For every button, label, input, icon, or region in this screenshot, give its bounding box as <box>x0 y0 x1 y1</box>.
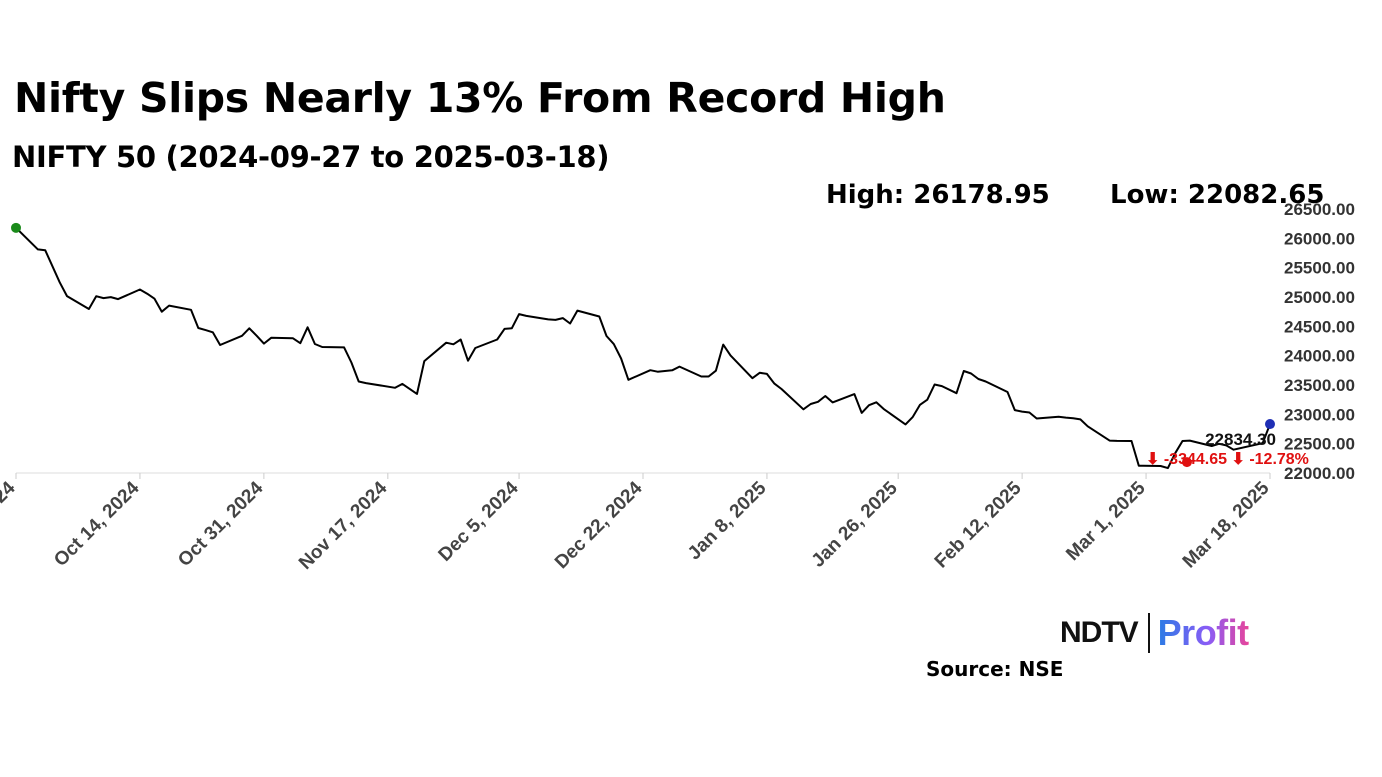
chart-subtitle: NIFTY 50 (2024-09-27 to 2025-03-18) <box>12 140 610 174</box>
last-marker <box>1265 419 1275 430</box>
y-tick-label: 22500.00 <box>1284 435 1355 454</box>
chart-title: Nifty Slips Nearly 13% From Record High <box>14 74 946 122</box>
x-tick-label: Nov 17, 2024 <box>295 477 392 574</box>
y-tick-label: 26500.00 <box>1284 200 1355 219</box>
x-tick-label: Oct 14, 2024 <box>50 477 144 571</box>
x-axis: Sep 27, 2024 Oct 14, 2024 Oct 31, 2024 Nov … <box>0 473 1274 574</box>
x-tick-label: Jan 8, 2025 <box>684 477 771 564</box>
ndtv-wordmark: NDTV <box>1060 616 1139 649</box>
x-tick-label: Dec 5, 2024 <box>435 477 523 565</box>
high-marker <box>11 222 21 233</box>
high-stat: High: 26178.95 <box>826 180 1050 210</box>
profit-wordmark: Profit <box>1157 612 1250 653</box>
y-tick-label: 25500.00 <box>1284 259 1355 278</box>
y-tick-label: 22000.00 <box>1284 464 1355 483</box>
annotations: 22834.30 ⬇ -3344.65 ⬇ -12.78% <box>1146 430 1309 468</box>
y-tick-label: 23500.00 <box>1284 376 1355 395</box>
x-tick-label: Oct 31, 2024 <box>174 477 268 571</box>
markers <box>11 222 1275 468</box>
low-marker <box>1181 457 1192 468</box>
last-value-label: 22834.30 <box>1205 430 1276 449</box>
x-tick-label: Mar 18, 2025 <box>1179 477 1274 572</box>
x-tick-label: Dec 22, 2024 <box>551 477 647 573</box>
price-line <box>15 227 1271 470</box>
change-label: ⬇ -3344.65 ⬇ -12.78% <box>1146 451 1309 468</box>
x-tick-label: Mar 1, 2025 <box>1062 477 1150 565</box>
source-note: Source: NSE <box>926 657 1064 681</box>
y-tick-label: 23000.00 <box>1284 405 1355 424</box>
low-stat: Low: 22082.65 <box>1110 180 1325 210</box>
y-tick-label: 25000.00 <box>1284 288 1355 307</box>
x-tick-label: Feb 12, 2025 <box>931 477 1026 572</box>
y-tick-label: 26000.00 <box>1284 229 1355 248</box>
x-tick-label: Jan 26, 2025 <box>808 477 902 571</box>
logo-divider <box>1147 613 1150 653</box>
y-tick-label: 24500.00 <box>1284 317 1355 336</box>
x-tick-label: Sep 27, 2024 <box>0 477 20 573</box>
y-tick-label: 24000.00 <box>1284 347 1355 366</box>
ndtv-profit-logo: NDTV Profit <box>1060 612 1249 654</box>
y-axis: 22000.00 22500.00 23000.00 23500.00 24000.00… <box>1284 200 1355 483</box>
